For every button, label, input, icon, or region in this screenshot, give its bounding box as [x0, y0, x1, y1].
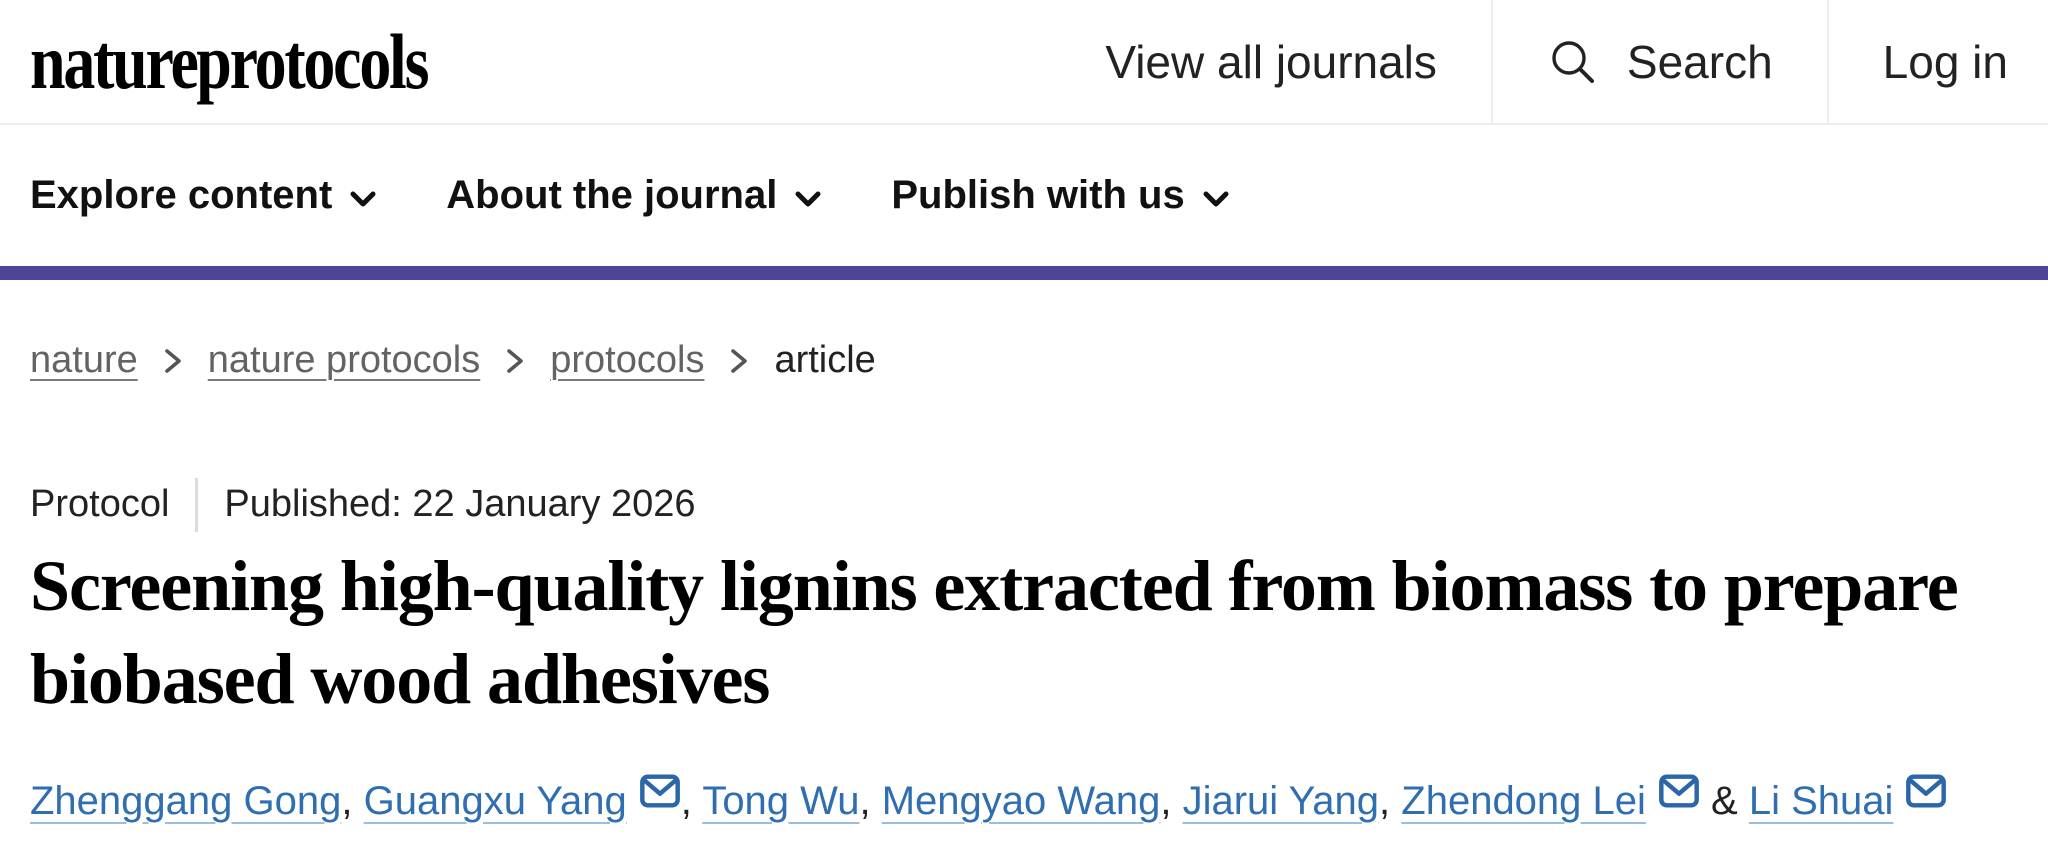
author-separator: , [341, 778, 364, 823]
breadcrumb-item: article [774, 338, 875, 384]
author-item: Zhenggang Gong, [30, 779, 364, 823]
login-link[interactable]: Log in [1882, 35, 2008, 88]
author-link[interactable]: Zhenggang Gong [30, 778, 342, 823]
search-icon [1552, 40, 1594, 83]
email-icon[interactable] [639, 774, 681, 808]
chevron-down-icon [350, 191, 376, 206]
article-meta-row: Protocol Published: 22 January 2026 [30, 477, 2010, 532]
nav-item[interactable]: Explore content [30, 173, 376, 218]
author-item: Jiarui Yang, [1183, 779, 1402, 823]
chevron-right-icon [164, 348, 181, 373]
article-title: Screening high-quality lignins extracted… [30, 545, 1959, 720]
author-link[interactable]: Li Shuai [1748, 778, 1894, 823]
author-item: Guangxu Yang , [363, 774, 703, 823]
nav-item[interactable]: Publish with us [891, 173, 1229, 218]
breadcrumb-link[interactable]: nature [30, 339, 138, 381]
breadcrumb-link[interactable]: nature protocols [207, 339, 481, 381]
author-link[interactable]: Mengyao Wang [881, 778, 1161, 823]
nav-item-label: Explore content [30, 173, 333, 217]
breadcrumb: nature nature protocols protocols [30, 338, 2010, 384]
breadcrumb-current: article [774, 339, 876, 381]
chevron-right-icon [731, 348, 748, 373]
author-link[interactable]: Tong Wu [702, 778, 860, 823]
chevron-down-icon [1203, 191, 1229, 206]
header-divider [1826, 0, 1829, 123]
email-icon[interactable] [1658, 774, 1700, 808]
nav-item-label: Publish with us [891, 173, 1185, 217]
author-item: Tong Wu, [702, 779, 881, 823]
nature-protocols-logo[interactable]: nature protocols [30, 17, 429, 105]
article-header-section: nature nature protocols protocols [0, 338, 2048, 831]
author-separator: , [680, 778, 703, 823]
breadcrumb-item: nature [30, 338, 208, 384]
email-icon[interactable] [1905, 774, 1947, 808]
author-separator: & [1699, 778, 1749, 823]
authors-list: Zhenggang Gong, Guangxu Yang , Tong Wu, … [30, 771, 2010, 831]
meta-divider [195, 477, 199, 532]
article-type-label: Protocol [30, 483, 170, 526]
author-separator: , [1379, 778, 1402, 823]
nav-item-label: About the journal [446, 173, 778, 217]
chevron-down-icon [795, 191, 821, 206]
search-label: Search [1626, 35, 1773, 88]
journal-accent-bar [0, 266, 2048, 280]
nav-item[interactable]: About the journal [446, 173, 821, 218]
author-separator: , [1160, 778, 1183, 823]
author-link[interactable]: Zhendong Lei [1401, 778, 1646, 823]
chevron-right-icon [507, 348, 524, 373]
author-link[interactable]: Jiarui Yang [1182, 778, 1380, 823]
header-actions: View all journals Search Log in [1051, 0, 2048, 123]
author-item: Li Shuai [1748, 774, 1948, 823]
search-link[interactable]: Search [1493, 0, 1827, 123]
breadcrumb-link[interactable]: protocols [550, 339, 705, 381]
site-header: nature protocols View all journals Searc… [0, 0, 2048, 125]
breadcrumb-item: protocols [550, 338, 774, 384]
published-date: Published: 22 January 2026 [224, 483, 696, 526]
author-item: Zhendong Lei & [1401, 774, 1749, 823]
author-separator: , [859, 778, 882, 823]
author-link[interactable]: Guangxu Yang [363, 778, 627, 823]
breadcrumb-item: nature protocols [208, 338, 551, 384]
author-item: Mengyao Wang, [882, 779, 1183, 823]
header-divider [1490, 0, 1493, 123]
primary-nav: Explore content About the journal Publis… [0, 125, 2048, 266]
view-all-journals-link[interactable]: View all journals [1105, 35, 1437, 88]
